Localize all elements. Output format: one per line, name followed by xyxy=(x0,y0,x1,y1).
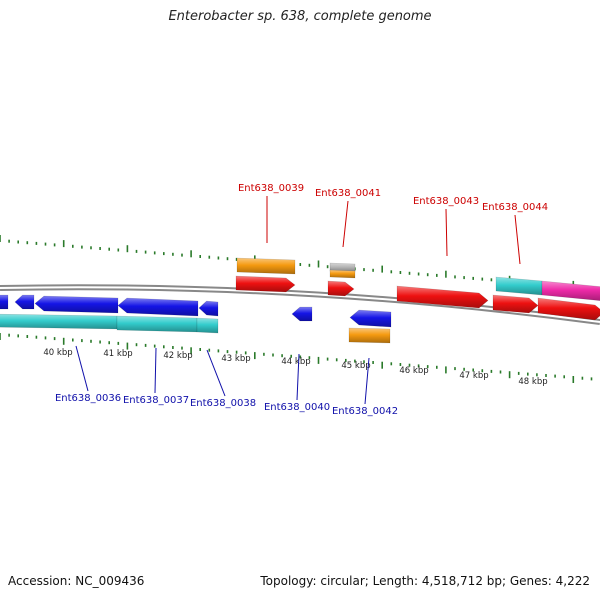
label-leader-line xyxy=(75,345,89,392)
accession-label: Accession: NC_009436 xyxy=(8,574,145,588)
kbp-tick-label: 45 kbp xyxy=(341,361,370,371)
kbp-tick-label: 48 kbp xyxy=(518,377,547,387)
reverse-gene-feature[interactable] xyxy=(14,294,35,310)
forward-gene-feature[interactable] xyxy=(327,280,355,297)
label-leader-line xyxy=(342,200,349,248)
label-leader-line xyxy=(154,347,157,394)
kbp-tick-label: 42 kbp xyxy=(163,351,192,361)
feature-track xyxy=(0,257,600,344)
gene-label[interactable]: Ent638_0041 xyxy=(315,188,381,199)
kbp-tick-label: 47 kbp xyxy=(459,371,488,381)
gene-label[interactable]: Ent638_0042 xyxy=(332,406,398,417)
kbp-tick-label: 43 kbp xyxy=(221,354,250,364)
label-leader-line xyxy=(514,214,521,265)
forward-gene-feature[interactable] xyxy=(492,294,539,314)
tick-ring: 40 kbp 41 kbp 42 kbp 43 kbp 44 kbp 45 kbp 46 k… xyxy=(0,235,593,387)
reverse-gene-feature[interactable] xyxy=(0,294,9,310)
orange-feature[interactable] xyxy=(236,257,296,275)
label-leader-line xyxy=(445,208,448,257)
reverse-gene-feature[interactable] xyxy=(34,295,119,314)
gene-label[interactable]: Ent638_0043 xyxy=(413,196,479,207)
gene-label[interactable]: Ent638_0044 xyxy=(482,202,548,213)
kbp-tick-label: 40 kbp xyxy=(43,348,72,358)
forward-gene-feature[interactable] xyxy=(235,275,296,293)
kbp-tick-label: 41 kbp xyxy=(103,349,132,359)
gene-label[interactable]: Ent638_0039 xyxy=(238,183,304,194)
cds-feature[interactable] xyxy=(116,315,198,333)
genome-summary: Topology: circular; Length: 4,518,712 bp… xyxy=(260,574,590,588)
orange-feature[interactable] xyxy=(329,269,356,279)
gene-label[interactable]: Ent638_0036 xyxy=(55,393,121,404)
label-leader-line xyxy=(364,357,370,405)
cds-feature[interactable] xyxy=(495,276,543,296)
reverse-gene-feature[interactable] xyxy=(349,309,392,328)
reverse-gene-feature[interactable] xyxy=(117,297,199,317)
gene-label[interactable]: Ent638_0037 xyxy=(123,395,189,406)
forward-gene-feature[interactable] xyxy=(396,285,489,309)
label-leader-line xyxy=(206,349,226,397)
cds-feature[interactable] xyxy=(196,317,219,334)
gene-label-layer: Ent638_0039 Ent638_0041Ent638_0043Ent638_… xyxy=(55,183,548,417)
reverse-gene-feature[interactable] xyxy=(291,306,313,322)
kbp-tick-label: 44 kbp xyxy=(281,357,310,367)
reverse-gene-feature[interactable] xyxy=(198,300,219,317)
gene-label[interactable]: Ent638_0038 xyxy=(190,398,256,409)
kbp-tick-label: 46 kbp xyxy=(399,366,428,376)
gene-label[interactable]: Ent638_0040 xyxy=(264,402,330,413)
cds-feature[interactable] xyxy=(0,313,118,330)
orange-feature[interactable] xyxy=(348,327,391,344)
label-leader-line xyxy=(296,353,300,401)
magenta-feature[interactable] xyxy=(541,280,600,301)
map-title: Enterobacter sp. 638, complete genome xyxy=(168,9,432,24)
